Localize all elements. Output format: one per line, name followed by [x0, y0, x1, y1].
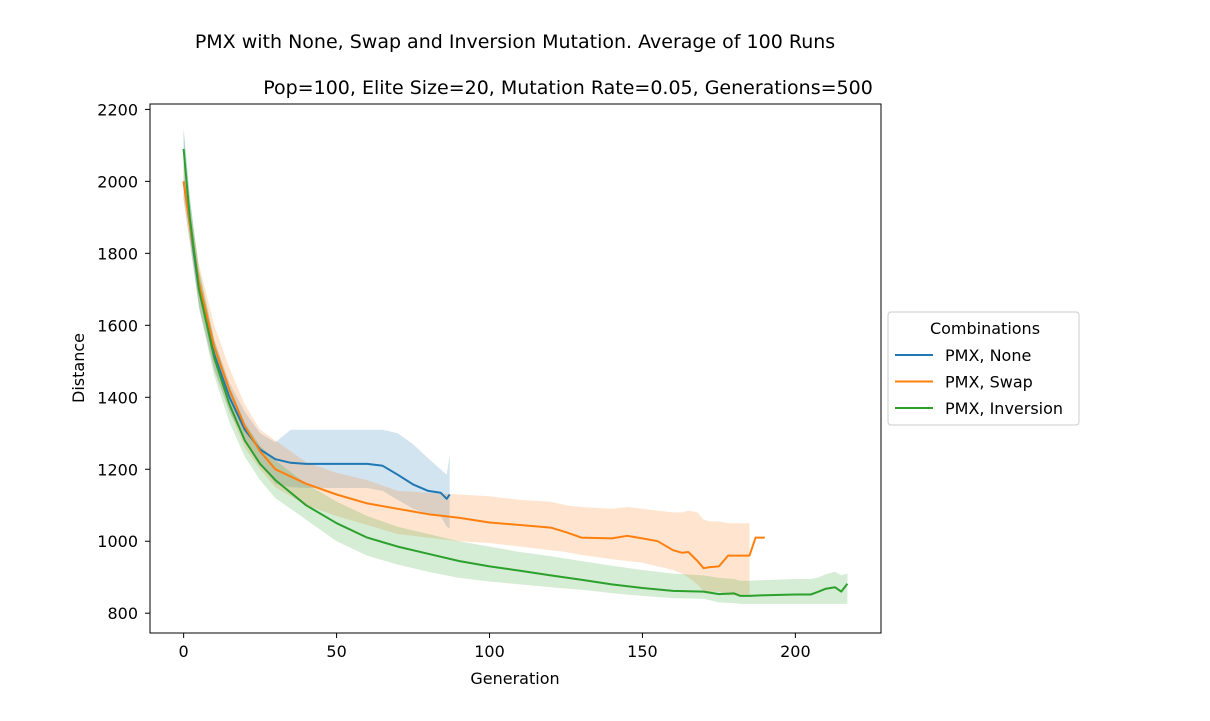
- x-tick-label: 150: [627, 642, 658, 661]
- y-tick-label: 2000: [97, 172, 138, 191]
- y-tick-label: 1400: [97, 388, 138, 407]
- line-pmx-inversion: [182, 148, 849, 597]
- band-pmx-none: [183, 127, 450, 529]
- chart-suptitle: PMX with None, Swap and Inversion Mutati…: [195, 31, 835, 53]
- line-pmx-swap: [182, 181, 765, 570]
- x-tick-label: 200: [780, 642, 811, 661]
- x-axis-label: Generation: [470, 669, 559, 688]
- legend-label-pmx-swap: PMX, Swap: [945, 373, 1033, 392]
- y-tick-label: 1600: [97, 316, 138, 335]
- legend-label-pmx-none: PMX, None: [945, 346, 1031, 365]
- y-axis-label: Distance: [69, 333, 88, 403]
- x-tick-label: 100: [474, 642, 505, 661]
- x-tick-label: 50: [326, 642, 346, 661]
- band-pmx-swap: [183, 163, 750, 596]
- legend-items: PMX, None PMX, Swap PMX, Inversion: [895, 346, 1063, 418]
- y-axis: 800 1000 1200 1400 1600 1800 2000 2200: [97, 100, 150, 623]
- y-tick-label: 1200: [97, 460, 138, 479]
- legend: Combinations PMX, None PMX, Swap PMX, Inve…: [887, 311, 1080, 426]
- legend-title: Combinations: [930, 319, 1040, 338]
- plot-area-frame: [149, 103, 882, 634]
- y-tick-label: 800: [107, 604, 138, 623]
- legend-box: [887, 311, 1080, 426]
- y-tick-label: 2200: [97, 100, 138, 119]
- y-tick-label: 1800: [97, 244, 138, 263]
- chart-title: Pop=100, Elite Size=20, Mutation Rate=0.…: [263, 77, 873, 99]
- y-tick-label: 1000: [97, 532, 138, 551]
- confidence-bands: [183, 127, 848, 604]
- legend-label-pmx-inversion: PMX, Inversion: [945, 399, 1063, 418]
- x-tick-label: 0: [179, 642, 189, 661]
- series-lines: [182, 148, 849, 597]
- x-axis: 0 50 100 150 200: [179, 633, 811, 661]
